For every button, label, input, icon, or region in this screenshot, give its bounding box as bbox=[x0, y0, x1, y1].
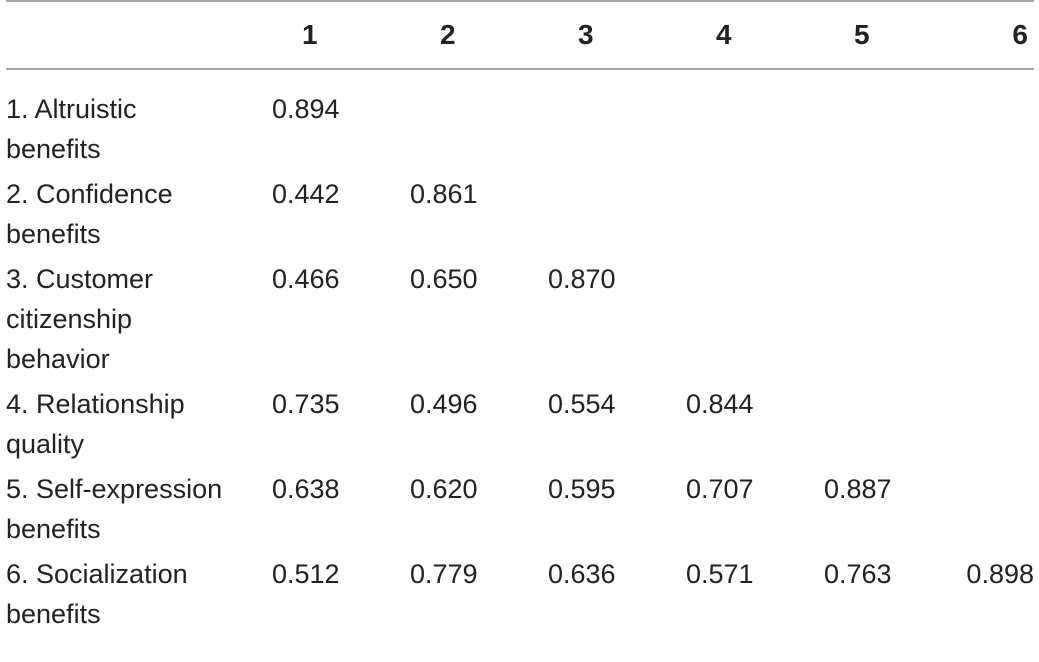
table-cell bbox=[954, 384, 1034, 469]
row-label: 4. Relationship quality bbox=[6, 389, 185, 459]
header-blank bbox=[6, 0, 264, 70]
row-label: 5. Self-expression benefits bbox=[6, 474, 223, 544]
table-cell: 0.466 bbox=[272, 264, 340, 294]
table-row: 4. Relationship quality 0.735 0.496 0.55… bbox=[6, 384, 1034, 469]
table-row: 1. Altruistic benefits 0.894 bbox=[6, 69, 1034, 174]
table-cell: 0.898 bbox=[966, 559, 1034, 589]
table-cell bbox=[540, 174, 678, 259]
table-cell bbox=[816, 69, 954, 174]
table-cell: 0.870 bbox=[548, 264, 616, 294]
header-col-6: 6 bbox=[954, 0, 1034, 70]
table-cell bbox=[816, 259, 954, 384]
table-cell bbox=[816, 174, 954, 259]
table-cell: 0.707 bbox=[686, 474, 754, 504]
header-col-5: 5 bbox=[816, 0, 954, 70]
table-cell bbox=[954, 174, 1034, 259]
table-row: 2. Confidence benefits 0.442 0.861 bbox=[6, 174, 1034, 259]
row-label: 6. Socialization benefits bbox=[6, 559, 188, 629]
table-cell bbox=[678, 174, 816, 259]
table-cell: 0.779 bbox=[410, 559, 478, 589]
table-cell: 0.763 bbox=[824, 559, 892, 589]
table-row: 5. Self-expression benefits 0.638 0.620 … bbox=[6, 469, 1034, 554]
discriminant-validity-table: 1 2 3 4 5 6 1. Altruistic benefits 0.894… bbox=[6, 0, 1034, 639]
table-cell bbox=[954, 259, 1034, 384]
table-cell: 0.638 bbox=[272, 474, 340, 504]
table-cell: 0.844 bbox=[686, 389, 754, 419]
table-cell: 0.894 bbox=[272, 94, 340, 124]
table-row: 6. Socialization benefits 0.512 0.779 0.… bbox=[6, 554, 1034, 639]
row-label: 1. Altruistic benefits bbox=[6, 94, 137, 164]
table-cell: 0.554 bbox=[548, 389, 616, 419]
table-cell bbox=[954, 69, 1034, 174]
table-cell bbox=[816, 384, 954, 469]
table-cell: 0.595 bbox=[548, 474, 616, 504]
table-cell: 0.442 bbox=[272, 179, 340, 209]
header-col-2: 2 bbox=[402, 0, 540, 70]
table-row: 3. Customer citizenship behavior 0.466 0… bbox=[6, 259, 1034, 384]
table-cell: 0.887 bbox=[824, 474, 892, 504]
table-cell bbox=[678, 69, 816, 174]
table-cell: 0.620 bbox=[410, 474, 478, 504]
table-cell: 0.636 bbox=[548, 559, 616, 589]
table-cell: 0.650 bbox=[410, 264, 478, 294]
table-cell: 0.512 bbox=[272, 559, 340, 589]
table-cell bbox=[678, 259, 816, 384]
table-cell: 0.571 bbox=[686, 559, 754, 589]
header-col-3: 3 bbox=[540, 0, 678, 70]
header-col-1: 1 bbox=[264, 0, 402, 70]
table-cell: 0.735 bbox=[272, 389, 340, 419]
table-cell: 0.496 bbox=[410, 389, 478, 419]
table-header-row: 1 2 3 4 5 6 bbox=[6, 0, 1034, 70]
table-cell bbox=[954, 469, 1034, 554]
header-col-4: 4 bbox=[678, 0, 816, 70]
row-label: 2. Confidence benefits bbox=[6, 179, 173, 249]
table-cell bbox=[402, 69, 540, 174]
table-cell: 0.861 bbox=[410, 179, 478, 209]
row-label: 3. Customer citizenship behavior bbox=[6, 264, 154, 374]
table-cell bbox=[540, 69, 678, 174]
